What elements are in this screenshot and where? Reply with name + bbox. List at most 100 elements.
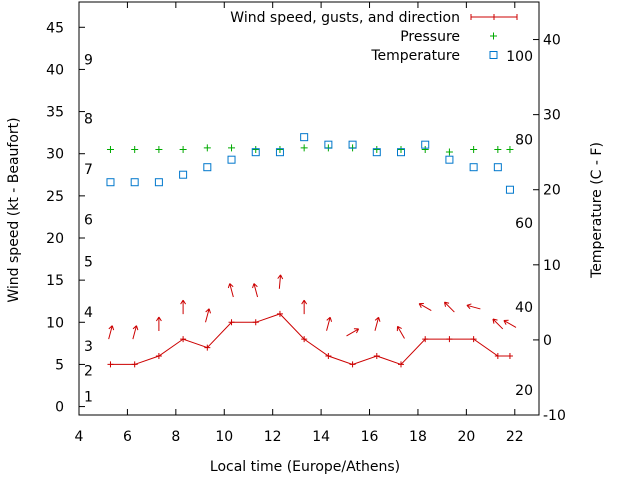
y-right-tick-label: 0 (543, 333, 552, 349)
wind-arrow-shape (252, 283, 259, 298)
fahrenheit-label: 20 (515, 383, 533, 399)
wind-speed-point (422, 336, 429, 343)
y-left-tick-label: 25 (46, 189, 64, 205)
wind-direction-arrow (326, 316, 333, 331)
fahrenheit-label: 80 (515, 132, 533, 148)
y-left-tick-label: 10 (46, 315, 64, 331)
wind-arrow-shape (205, 308, 211, 323)
y-left-tick-label: 20 (46, 231, 64, 247)
x-axis-label: Local time (Europe/Athens) (210, 459, 400, 475)
wind-arrow-shape (108, 325, 115, 340)
legend-swatch-wind-ends (470, 14, 518, 20)
wind-arrow-shape (227, 283, 234, 298)
fahrenheit-label: 60 (515, 216, 533, 232)
wind-direction-arrow (503, 319, 517, 328)
wind-speed-point (494, 353, 501, 359)
wind-direction-arrow (492, 318, 504, 330)
y-right-tick-label: -10 (543, 408, 566, 424)
temperature-point (179, 170, 188, 179)
wind-arrow-shape (132, 325, 139, 340)
beaufort-label: 7 (84, 162, 93, 178)
ticks-layer: 4 6 8 10 12 14 16 18 20 22051015202530354045-1001… (46, 2, 566, 445)
plot-frame (78, 1, 540, 416)
x-tick-label: 8 (171, 429, 180, 445)
pressure-point (276, 146, 284, 153)
pressure-point (421, 146, 429, 153)
pressure-point (106, 146, 114, 153)
wind-arrow-shape (503, 319, 517, 328)
x-tick-label: 22 (506, 429, 524, 445)
wind-arrow-shape (180, 299, 187, 315)
wind-speed-point (446, 336, 453, 343)
temperature-point (106, 178, 115, 187)
temperature-point (275, 148, 284, 157)
pressure-series (106, 144, 514, 156)
beaufort-label: 8 (84, 111, 93, 127)
pressure-point (155, 146, 163, 153)
pressure-point (203, 144, 211, 152)
pressure-point (252, 146, 260, 153)
pressure-point (506, 146, 514, 153)
beaufort-label: 6 (84, 212, 93, 228)
x-tick-label: 4 (75, 429, 84, 445)
wind-direction-arrow (180, 299, 187, 315)
wind-arrow-shape (326, 316, 333, 331)
beaufort-label: 1 (84, 389, 93, 405)
x-tick-label: 12 (264, 429, 282, 445)
wind-speed-point (325, 353, 332, 359)
wind-arrow-shape (277, 274, 284, 289)
y-right-tick-label: 30 (543, 108, 561, 124)
y-axis-label-right: Temperature (C - F) (589, 142, 605, 279)
wind-speed-point (373, 353, 380, 359)
y-left-tick-label: 0 (55, 400, 64, 416)
wind-arrow-shape (374, 316, 381, 331)
beaufort-label: 2 (84, 363, 93, 379)
wind-speed-point (349, 361, 356, 368)
wind-direction-arrow (301, 299, 308, 315)
wind-speed-point (228, 319, 235, 326)
y-left-tick-label: 30 (46, 147, 64, 163)
pressure-point (179, 146, 187, 153)
beaufort-label: 3 (84, 339, 93, 355)
x-tick-label: 6 (123, 429, 132, 445)
wind-arrow-shape (346, 328, 360, 337)
wind-arrow-shape (466, 303, 481, 310)
wind-direction-arrow (108, 325, 115, 340)
legend: Wind speed, gusts, and direction Pressur… (230, 10, 518, 64)
x-tick-label: 10 (215, 429, 233, 445)
pressure-point (494, 146, 502, 153)
legend-label-temperature: Temperature (370, 48, 460, 64)
legend-swatch-temperature (489, 51, 498, 59)
wind-direction-arrow (466, 303, 481, 310)
wind-speed-point (506, 353, 513, 359)
wind-direction-arrow (443, 301, 455, 313)
temperature-point (300, 133, 309, 142)
wind-arrow-shape (418, 302, 432, 312)
temperature-point (372, 148, 381, 157)
y-right-tick-label: 20 (543, 183, 561, 199)
temperature-point (324, 140, 333, 149)
temperature-point (505, 185, 514, 194)
y-right-tick-label: 10 (543, 258, 561, 274)
wind-series (107, 274, 517, 368)
legend-swatch-pressure (490, 32, 497, 40)
wind-direction-arrow (205, 308, 211, 323)
temperature-point (130, 178, 139, 187)
temperature-point (203, 163, 212, 172)
pressure-point (445, 148, 453, 156)
temperature-point (251, 148, 260, 157)
temperature-point (445, 155, 454, 164)
temperature-point (421, 140, 430, 149)
beaufort-label: 5 (84, 255, 93, 271)
temperature-point (469, 163, 478, 172)
temperature-point (348, 140, 357, 149)
wind-direction-arrow (227, 283, 234, 298)
temperature-point (493, 163, 502, 172)
y-right-tick-label: 40 (543, 33, 561, 49)
temperature-point (227, 155, 236, 164)
pressure-point (228, 144, 236, 152)
y-left-tick-label: 45 (46, 20, 64, 36)
wind-direction-arrow (374, 316, 381, 331)
wind-direction-arrow (252, 283, 259, 298)
